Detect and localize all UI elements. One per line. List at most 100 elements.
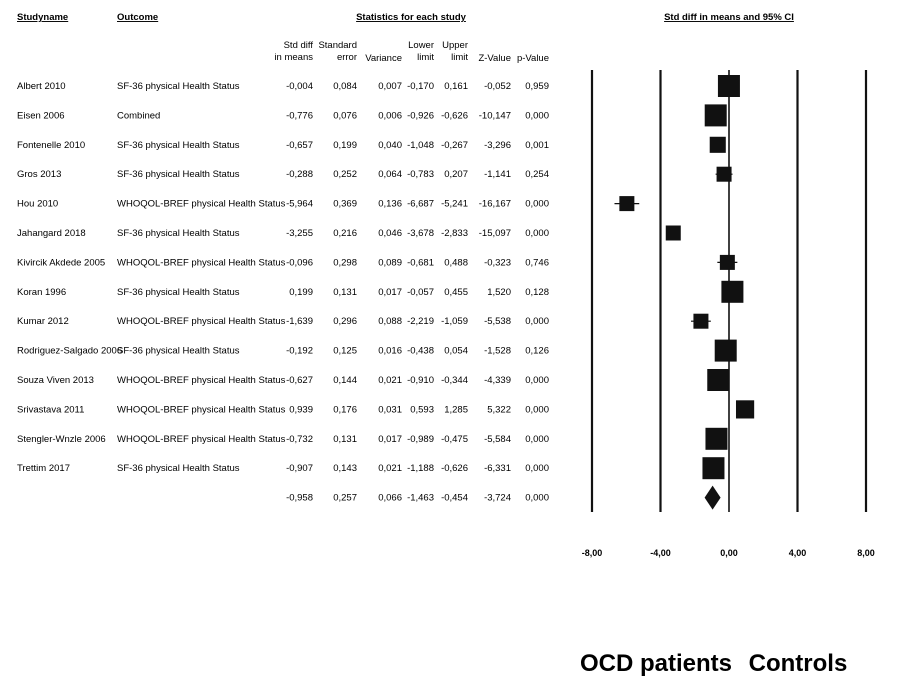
study-name: Srivastava 2011 — [17, 404, 84, 415]
stat-cell-0: -0,288 — [286, 169, 313, 180]
stat-cell-2: 0,017 — [378, 434, 402, 445]
stat-cell-1: 0,144 — [333, 375, 357, 386]
column-header-5-line-0: Z-Value — [478, 53, 511, 64]
stat-cell-0: -0,004 — [286, 81, 313, 92]
column-header-3-line-1: limit — [417, 52, 434, 63]
stat-cell-3: -2,219 — [407, 316, 434, 327]
stat-cell-6: 0,000 — [525, 434, 549, 445]
stat-cell-3: -0,910 — [407, 375, 434, 386]
stat-cell-6: 0,000 — [525, 228, 549, 239]
stat-cell-0: -5,964 — [286, 199, 313, 210]
study-outcome: SF-36 physical Health Status — [117, 346, 240, 357]
stat-cell-6: 0,000 — [525, 404, 549, 415]
study-name: Stengler-Wnzle 2006 — [17, 434, 106, 445]
stat-cell-0: -0,657 — [286, 140, 313, 151]
study-name: Souza Viven 2013 — [17, 375, 94, 386]
summary-cell-0: -0,958 — [286, 493, 313, 504]
stat-cell-6: 0,000 — [525, 375, 549, 386]
stat-cell-0: -0,192 — [286, 346, 313, 357]
stat-cell-0: -3,255 — [286, 228, 313, 239]
study-outcome: SF-36 physical Health Status — [117, 169, 240, 180]
stat-cell-0: -1,639 — [286, 316, 313, 327]
stat-cell-3: -0,438 — [407, 346, 434, 357]
x-tick-label: -4,00 — [650, 548, 671, 558]
stat-cell-5: -3,296 — [484, 140, 511, 151]
study-name: Jahangard 2018 — [17, 228, 86, 239]
stat-cell-2: 0,007 — [378, 81, 402, 92]
x-tick-label: 4,00 — [789, 548, 807, 558]
summary-cell-4: -0,454 — [441, 493, 468, 504]
stat-cell-0: -0,096 — [286, 257, 313, 268]
stat-cell-2: 0,021 — [378, 463, 402, 474]
group-label-right: Controls — [749, 650, 848, 677]
point-estimate-marker — [702, 457, 725, 480]
x-tick-label: -8,00 — [582, 548, 603, 558]
stat-cell-4: -2,833 — [441, 228, 468, 239]
stat-cell-5: -0,052 — [484, 81, 511, 92]
stat-cell-1: 0,296 — [333, 316, 357, 327]
stat-cell-5: -5,584 — [484, 434, 511, 445]
stat-cell-3: -6,687 — [407, 199, 434, 210]
point-estimate-marker — [719, 254, 735, 270]
study-outcome: SF-36 physical Health Status — [117, 140, 240, 151]
summary-cell-5: -3,724 — [484, 493, 511, 504]
stat-cell-5: -5,538 — [484, 316, 511, 327]
summary-diamond — [704, 485, 721, 510]
stat-cell-4: 1,285 — [444, 404, 468, 415]
stat-cell-2: 0,017 — [378, 287, 402, 298]
stat-cell-2: 0,021 — [378, 375, 402, 386]
column-header-1-line-1: error — [337, 52, 357, 63]
stat-cell-5: -15,097 — [479, 228, 511, 239]
stat-cell-2: 0,089 — [378, 257, 402, 268]
header-ci-title: Std diff in means and 95% CI — [664, 12, 794, 23]
header-study-name: Studyname — [17, 12, 68, 23]
study-name: Albert 2010 — [17, 81, 66, 92]
point-estimate-marker — [665, 225, 681, 241]
header-statistics-group: Statistics for each study — [356, 12, 467, 23]
stat-cell-6: 0,000 — [525, 463, 549, 474]
stat-cell-5: -0,323 — [484, 257, 511, 268]
stat-cell-2: 0,006 — [378, 110, 402, 121]
stat-cell-2: 0,088 — [378, 316, 402, 327]
stat-cell-1: 0,298 — [333, 257, 357, 268]
header-outcome: Outcome — [117, 12, 158, 23]
stat-cell-0: -0,776 — [286, 110, 313, 121]
stat-cell-6: 0,000 — [525, 316, 549, 327]
stat-cell-6: 0,001 — [525, 140, 549, 151]
study-name: Hou 2010 — [17, 199, 58, 210]
stat-cell-6: 0,128 — [525, 287, 549, 298]
study-outcome: WHOQOL-BREF physical Health Status — [117, 199, 286, 210]
stat-cell-1: 0,199 — [333, 140, 357, 151]
stat-cell-2: 0,031 — [378, 404, 402, 415]
stat-cell-3: -0,681 — [407, 257, 434, 268]
stat-cell-5: -1,141 — [484, 169, 511, 180]
stat-cell-4: 0,207 — [444, 169, 468, 180]
study-name: Fontenelle 2010 — [17, 140, 85, 151]
study-outcome: WHOQOL-BREF physical Health Status — [117, 257, 286, 268]
stat-cell-0: -0,907 — [286, 463, 313, 474]
study-outcome: WHOQOL-BREF physical Health Status — [117, 375, 286, 386]
stat-cell-0: 0,199 — [289, 287, 313, 298]
point-estimate-marker — [714, 339, 737, 362]
stat-cell-4: -0,344 — [441, 375, 468, 386]
point-estimate-marker — [693, 313, 709, 329]
study-outcome: WHOQOL-BREF physical Health Status — [117, 316, 286, 327]
x-tick-label: 0,00 — [720, 548, 738, 558]
stat-cell-6: 0,959 — [525, 81, 549, 92]
stat-cell-1: 0,252 — [333, 169, 357, 180]
column-header-6-line-0: p-Value — [517, 53, 549, 64]
column-header-4-line-0: Upper — [442, 40, 468, 51]
point-estimate-marker — [716, 166, 732, 182]
stat-cell-3: -0,783 — [407, 169, 434, 180]
stat-cell-4: -0,626 — [441, 463, 468, 474]
stat-cell-1: 0,369 — [333, 199, 357, 210]
study-name: Koran 1996 — [17, 287, 66, 298]
point-estimate-marker — [721, 280, 744, 303]
stat-cell-5: 1,520 — [487, 287, 511, 298]
column-header-0-line-0: Std diff — [284, 40, 314, 51]
stat-cell-1: 0,143 — [333, 463, 357, 474]
stat-cell-5: -1,528 — [484, 346, 511, 357]
stat-cell-4: 0,161 — [444, 81, 468, 92]
study-name: Rodriguez-Salgado 2006 — [17, 346, 122, 357]
stat-cell-6: 0,000 — [525, 199, 549, 210]
